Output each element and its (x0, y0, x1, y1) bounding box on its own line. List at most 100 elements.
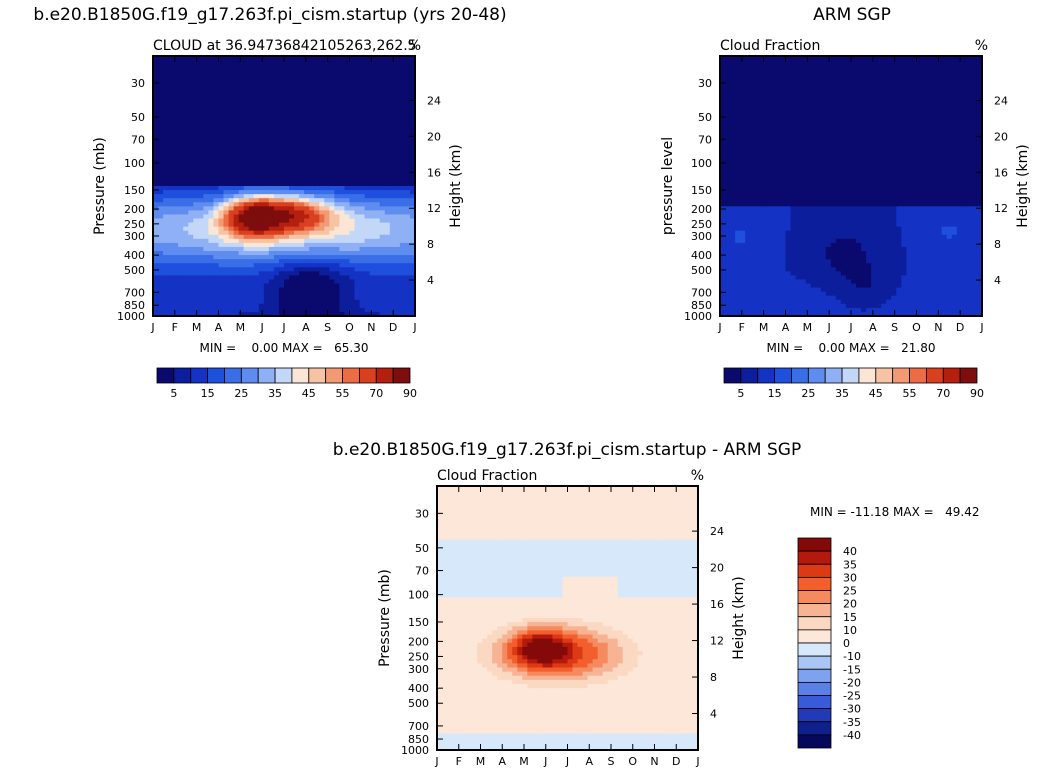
heatmap-cell (324, 198, 330, 203)
heatmap-cell (374, 145, 381, 151)
heatmap-cell (835, 68, 842, 73)
heatmap-cell (404, 84, 411, 90)
heatmap-cell (765, 299, 771, 305)
heatmap-cell (263, 153, 270, 159)
heatmap-cell (374, 234, 381, 240)
heatmap-cell (735, 230, 741, 236)
heatmap-cell (163, 246, 169, 252)
heatmap-cell (720, 165, 726, 171)
heatmap-cell (168, 181, 174, 187)
heatmap-cell (329, 263, 335, 268)
heatmap-cell (785, 153, 792, 159)
heatmap-cell (795, 56, 802, 61)
heatmap-cell (349, 311, 356, 317)
heatmap-cell (329, 141, 335, 146)
heatmap-cell (289, 230, 295, 236)
heatmap-cell (304, 161, 310, 167)
heatmap-cell (304, 177, 310, 183)
heatmap-cell (198, 133, 204, 138)
heatmap-cell (223, 149, 230, 155)
heatmap-cell (404, 198, 411, 203)
heatmap-cell (233, 165, 240, 171)
heatmap-cell (745, 76, 751, 81)
heatmap-cell (725, 80, 731, 86)
heatmap-cell (775, 295, 782, 301)
heatmap-cell (223, 251, 230, 256)
heatmap-cell (374, 283, 381, 289)
heatmap-cell (258, 263, 265, 268)
heatmap-cell (294, 259, 300, 264)
heatmap-cell (384, 173, 391, 179)
heatmap-cell (770, 96, 777, 102)
heatmap-cell (765, 145, 771, 151)
heatmap-cell (238, 287, 245, 293)
heatmap-cell (780, 153, 787, 159)
heatmap-cell (755, 153, 761, 159)
heatmap-cell (359, 222, 366, 228)
heatmap-cell (810, 242, 817, 248)
heatmap-cell (349, 194, 356, 199)
heatmap-cell (750, 153, 756, 159)
heatmap-cell (835, 137, 842, 142)
heatmap-cell (755, 218, 761, 224)
heatmap-cell (163, 56, 169, 61)
heatmap-cell (218, 263, 225, 268)
heatmap-cell (273, 76, 280, 81)
heatmap-cell (820, 60, 827, 65)
heatmap-cell (173, 68, 179, 73)
heatmap-cell (329, 76, 335, 81)
heatmap-cell (218, 295, 225, 301)
heatmap-cell (238, 238, 245, 244)
heatmap-cell (263, 255, 270, 260)
heatmap-cell (354, 149, 361, 155)
heatmap-cell (213, 125, 220, 130)
heatmap-cell (248, 141, 255, 146)
heatmap-cell (755, 291, 761, 297)
heatmap-cell (374, 251, 381, 256)
heatmap-cell (253, 153, 260, 159)
heatmap-cell (339, 68, 346, 73)
heatmap-cell (284, 125, 290, 130)
heatmap-cell (825, 64, 832, 69)
heatmap-cell (755, 251, 761, 256)
heatmap-cell (770, 190, 777, 195)
heatmap-cell (409, 259, 416, 264)
heatmap-cell (168, 263, 174, 268)
heatmap-cell (178, 76, 184, 81)
heatmap-cell (374, 72, 381, 77)
heatmap-cell (785, 267, 792, 272)
heatmap-cell (339, 157, 346, 163)
heatmap-cell (294, 291, 300, 297)
heatmap-cell (349, 92, 356, 98)
heatmap-cell (805, 287, 812, 293)
heatmap-cell (755, 271, 761, 276)
heatmap-cell (334, 56, 341, 61)
heatmap-cell (238, 116, 245, 122)
heatmap-cell (725, 149, 731, 155)
heatmap-cell (760, 238, 766, 244)
heatmap-cell (309, 303, 315, 309)
heatmap-cell (334, 271, 341, 276)
heatmap-cell (314, 238, 320, 244)
heatmap-cell (208, 104, 215, 110)
heatmap-cell (253, 267, 260, 272)
heatmap-cell (735, 218, 741, 224)
heatmap-cell (760, 234, 766, 240)
heatmap-cell (374, 68, 381, 73)
heatmap-cell (329, 125, 335, 130)
heatmap-cell (284, 116, 290, 122)
heatmap-cell (825, 279, 832, 285)
heatmap-cell (173, 271, 179, 276)
heatmap-cell (248, 181, 255, 187)
heatmap-cell (364, 112, 371, 118)
heatmap-cell (750, 242, 756, 248)
heatmap-cell (399, 238, 406, 244)
heatmap-cell (329, 303, 335, 309)
heatmap-cell (163, 88, 169, 94)
heatmap-cell (178, 88, 184, 94)
heatmap-cell (334, 104, 341, 110)
heatmap-cell (183, 92, 189, 98)
heatmap-cell (750, 218, 756, 224)
heatmap-cell (268, 198, 275, 203)
heatmap-cell (198, 76, 204, 81)
